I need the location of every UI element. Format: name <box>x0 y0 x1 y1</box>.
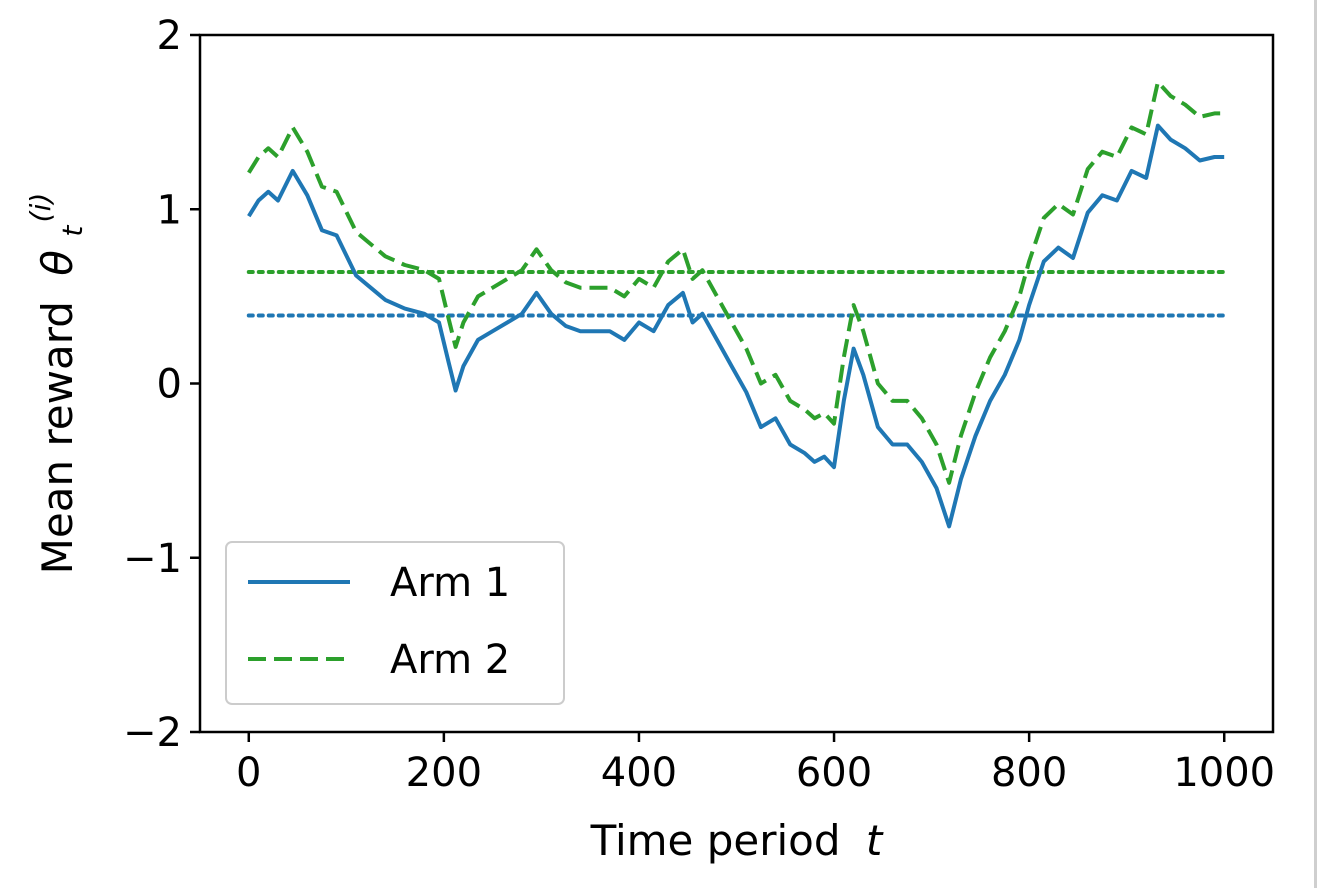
y-axis-label-sup: (i) <box>24 193 57 223</box>
x-tick-label: 0 <box>236 750 261 796</box>
y-axis-label-text: Mean reward <box>33 301 82 574</box>
legend: Arm 1 Arm 2 <box>225 541 565 705</box>
legend-label-1: Arm 1 <box>390 560 510 606</box>
y-tick-label: 0 <box>157 362 182 408</box>
x-axis: 0 200 400 600 800 1000 <box>236 732 1275 796</box>
x-axis-label: Time period t <box>590 816 884 865</box>
page-edge <box>1314 0 1317 888</box>
series-lines <box>247 80 1225 529</box>
series-line-1 <box>247 123 1225 529</box>
x-tick-label: 400 <box>601 750 677 796</box>
y-tick-label: 1 <box>157 187 182 233</box>
y-axis: −2 −1 0 1 2 <box>123 13 200 756</box>
x-axis-label-text: Time period <box>590 816 841 865</box>
x-tick-label: 800 <box>991 750 1067 796</box>
x-tick-label: 200 <box>406 750 482 796</box>
y-axis-label: Mean reward θ t (i) <box>24 193 92 575</box>
y-axis-label-var: θ <box>33 250 82 276</box>
legend-label-2: Arm 2 <box>390 637 510 683</box>
y-tick-label: 2 <box>157 13 182 59</box>
x-tick-label: 600 <box>796 750 872 796</box>
reference-lines <box>246 269 1227 318</box>
y-tick-label: −1 <box>123 536 182 582</box>
x-tick-label: 1000 <box>1173 750 1275 796</box>
y-axis-label-sub: t <box>56 225 89 237</box>
series-line-2 <box>247 80 1225 485</box>
x-axis-label-var: t <box>866 816 884 865</box>
y-tick-label: −2 <box>123 710 182 756</box>
